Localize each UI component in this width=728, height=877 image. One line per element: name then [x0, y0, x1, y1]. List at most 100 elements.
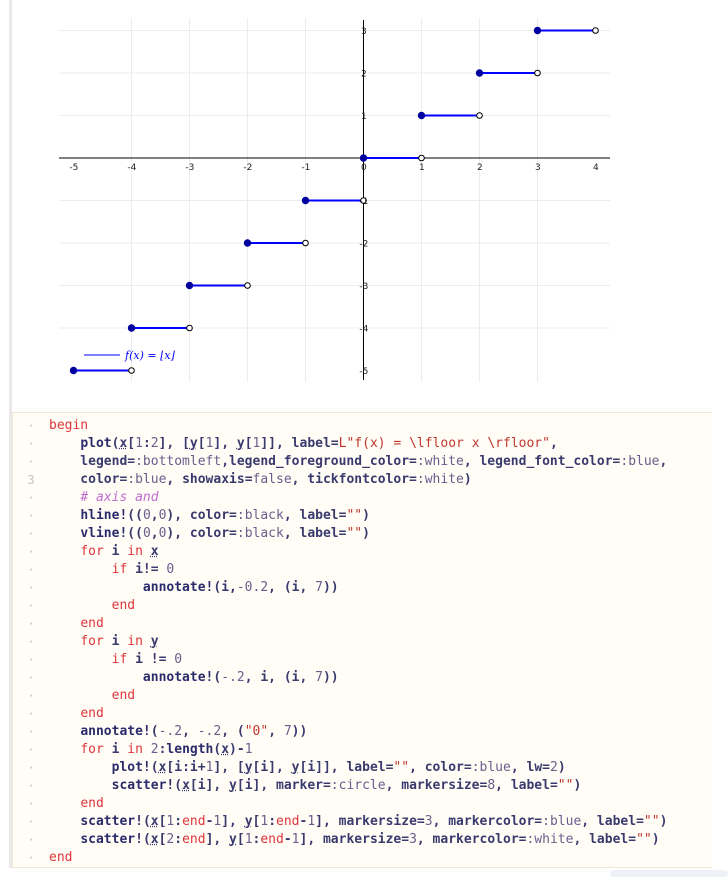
- code-token: ,: [659, 454, 668, 469]
- code-token: , label=: [581, 814, 644, 829]
- code-token: 2: [150, 436, 159, 451]
- code-token: [: [158, 814, 167, 829]
- code-token: legend=: [49, 454, 136, 469]
- code-line[interactable]: · legend=:bottomleft,legend_foreground_c…: [13, 453, 712, 471]
- code-line[interactable]: · end: [13, 615, 712, 633]
- code-token: ], [: [213, 760, 245, 775]
- line-number: ·: [27, 743, 35, 757]
- code-token: :: [158, 742, 167, 757]
- code-line[interactable]: · plot(x[1:2], [y[1], y[1]], label=L"f(x…: [13, 435, 712, 453]
- code-token: [i], marker=: [236, 778, 331, 793]
- code-text: end: [49, 705, 103, 723]
- code-token: , markersize=: [385, 778, 488, 793]
- code-token: :circle: [330, 778, 386, 793]
- code-line[interactable]: · for i in y: [13, 633, 712, 651]
- y-tick-label: 3: [361, 27, 367, 37]
- code-line[interactable]: · end: [13, 849, 712, 867]
- code-token: (: [150, 760, 159, 775]
- code-line[interactable]: 3 color=:blue, showaxis=false, tickfontc…: [13, 471, 712, 489]
- code-token: [i],: [252, 760, 292, 775]
- code-token: :: [174, 832, 183, 847]
- code-token: scatter!: [80, 832, 143, 847]
- code-cell[interactable]: · begin · plot(x[1:2], [y[1], y[1]], label…: [12, 412, 712, 868]
- line-number: ·: [27, 419, 35, 433]
- code-token: ): [573, 778, 582, 793]
- code-token: , label=: [283, 526, 347, 541]
- code-line[interactable]: · if i!= 0: [13, 561, 712, 579]
- code-token: [49, 544, 80, 559]
- code-editor[interactable]: · begin · plot(x[1:2], [y[1], y[1]], label…: [13, 417, 712, 867]
- code-line[interactable]: · vline!((0,0), color=:black, label=""): [13, 525, 712, 543]
- code-line[interactable]: · for i in x: [13, 543, 712, 561]
- code-text: end: [49, 687, 135, 705]
- code-line[interactable]: · scatter!(x[i], y[i], marker=:circle, m…: [13, 777, 712, 795]
- code-line[interactable]: · begin: [13, 417, 712, 435]
- code-token: # axis and: [80, 490, 159, 505]
- code-line[interactable]: · end: [13, 795, 712, 813]
- code-text: if i != 0: [49, 651, 182, 669]
- code-line[interactable]: · hline!((0,0), color=:black, label=""): [13, 507, 712, 525]
- code-token: if: [111, 652, 128, 667]
- x-tick-label: 1: [419, 163, 425, 173]
- code-token: :: [174, 814, 183, 829]
- code-token: in: [127, 634, 143, 649]
- code-text: end: [49, 615, 103, 633]
- code-token: :bottomleft: [135, 454, 222, 469]
- code-token: -.2: [197, 724, 222, 739]
- open-point: [534, 69, 541, 77]
- code-line[interactable]: · annotate!(-.2, i, (i, 7)): [13, 669, 712, 687]
- code-token: , legend_font_color=: [463, 454, 621, 469]
- code-token: i !=: [127, 652, 175, 667]
- code-token: 1: [213, 814, 222, 829]
- code-token: end: [182, 814, 206, 829]
- code-line[interactable]: · end: [13, 687, 712, 705]
- code-token: ): [651, 832, 660, 847]
- x-tick-label: -5: [69, 163, 78, 173]
- code-token: ,: [268, 724, 284, 739]
- code-token: [49, 526, 80, 541]
- code-token: :white: [416, 454, 464, 469]
- code-token: , label=: [283, 508, 347, 523]
- code-token: [49, 760, 112, 775]
- code-token: )): [322, 670, 339, 685]
- line-number: ·: [27, 545, 35, 559]
- code-token: :: [252, 832, 261, 847]
- y-tick-label: -1: [359, 197, 368, 207]
- code-line[interactable]: · for i in 2:length(x)-1: [13, 741, 712, 759]
- code-token: annotate!: [142, 670, 214, 685]
- code-token: for: [80, 634, 104, 649]
- closed-point: [127, 324, 136, 332]
- line-number: ·: [27, 437, 35, 451]
- code-text: legend=:bottomleft,legend_foreground_col…: [49, 453, 667, 471]
- code-token: 1: [260, 814, 269, 829]
- horizontal-scrollbar[interactable]: [610, 870, 728, 877]
- line-number: ·: [27, 707, 35, 721]
- code-token: :blue: [620, 454, 660, 469]
- code-token: :: [268, 814, 277, 829]
- code-line[interactable]: · if i != 0: [13, 651, 712, 669]
- code-token: (: [213, 670, 222, 685]
- code-text: annotate!(-.2, -.2, ("0", 7)): [49, 723, 307, 741]
- code-token: for: [80, 742, 104, 757]
- code-line[interactable]: · plot!(x[i:i+1], [y[i], y[i]], label=""…: [13, 759, 712, 777]
- code-text: color=:blue, showaxis=false, tickfontcol…: [49, 471, 471, 489]
- code-line[interactable]: · scatter!(x[1:end-1], y[1:end-1], marke…: [13, 813, 712, 831]
- code-token: (: [174, 778, 183, 793]
- line-number: ·: [27, 635, 35, 649]
- code-line[interactable]: · annotate!(-.2, -.2, ("0", 7)): [13, 723, 712, 741]
- code-token: ,: [150, 526, 159, 541]
- code-line[interactable]: · scatter!(x[2:end], y[1:end-1], markers…: [13, 831, 712, 849]
- code-token: [: [127, 436, 136, 451]
- x-tick-label: 2: [477, 163, 483, 173]
- code-token: ],: [221, 814, 245, 829]
- code-line[interactable]: · end: [13, 705, 712, 723]
- code-line[interactable]: · # axis and: [13, 489, 712, 507]
- code-token: ): [557, 760, 566, 775]
- code-line[interactable]: · end: [13, 597, 712, 615]
- code-token: [49, 742, 80, 757]
- y-tick-label: -3: [359, 282, 368, 292]
- closed-point: [359, 154, 368, 162]
- code-line[interactable]: · annotate!(i,-0.2, (i, 7)): [13, 579, 712, 597]
- closed-point: [301, 196, 310, 205]
- code-token: (: [150, 724, 159, 739]
